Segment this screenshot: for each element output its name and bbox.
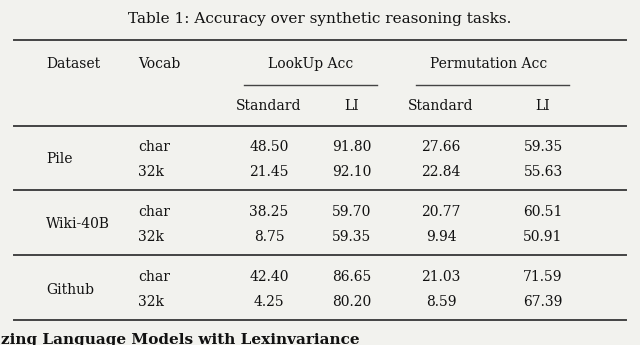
Text: LI: LI [536,99,550,112]
Text: 4.25: 4.25 [253,295,284,309]
Text: 50.91: 50.91 [524,230,563,244]
Text: 21.45: 21.45 [249,165,289,179]
Text: 38.25: 38.25 [250,205,289,219]
Text: char: char [138,140,170,154]
Text: Dataset: Dataset [46,57,100,71]
Text: 48.50: 48.50 [250,140,289,154]
Text: LookUp Acc: LookUp Acc [268,57,353,71]
Text: Pile: Pile [46,152,72,166]
Text: 8.59: 8.59 [426,295,456,309]
Text: Permutation Acc: Permutation Acc [430,57,547,71]
Text: Standard: Standard [408,99,474,112]
Text: char: char [138,270,170,284]
Text: 60.51: 60.51 [524,205,563,219]
Text: 9.94: 9.94 [426,230,456,244]
Text: 91.80: 91.80 [332,140,372,154]
Text: 92.10: 92.10 [332,165,372,179]
Text: 8.75: 8.75 [253,230,284,244]
Text: 67.39: 67.39 [524,295,563,309]
Text: char: char [138,205,170,219]
Text: 27.66: 27.66 [421,140,461,154]
Text: 59.35: 59.35 [332,230,371,244]
Text: 42.40: 42.40 [249,270,289,284]
Text: 20.77: 20.77 [421,205,461,219]
Text: Standard: Standard [236,99,302,112]
Text: 32k: 32k [138,165,164,179]
Text: Github: Github [46,283,94,297]
Text: 59.70: 59.70 [332,205,372,219]
Text: 80.20: 80.20 [332,295,371,309]
Text: 71.59: 71.59 [524,270,563,284]
Text: Table 1: Accuracy over synthetic reasoning tasks.: Table 1: Accuracy over synthetic reasoni… [128,12,512,26]
Text: 59.35: 59.35 [524,140,563,154]
Text: 32k: 32k [138,295,164,309]
Text: Wiki-40B: Wiki-40B [46,217,110,231]
Text: 22.84: 22.84 [421,165,461,179]
Text: 55.63: 55.63 [524,165,563,179]
Text: zing Language Models with Lexinvariance: zing Language Models with Lexinvariance [1,333,360,345]
Text: LI: LI [344,99,359,112]
Text: 21.03: 21.03 [421,270,461,284]
Text: 86.65: 86.65 [332,270,371,284]
Text: Vocab: Vocab [138,57,180,71]
Text: 32k: 32k [138,230,164,244]
